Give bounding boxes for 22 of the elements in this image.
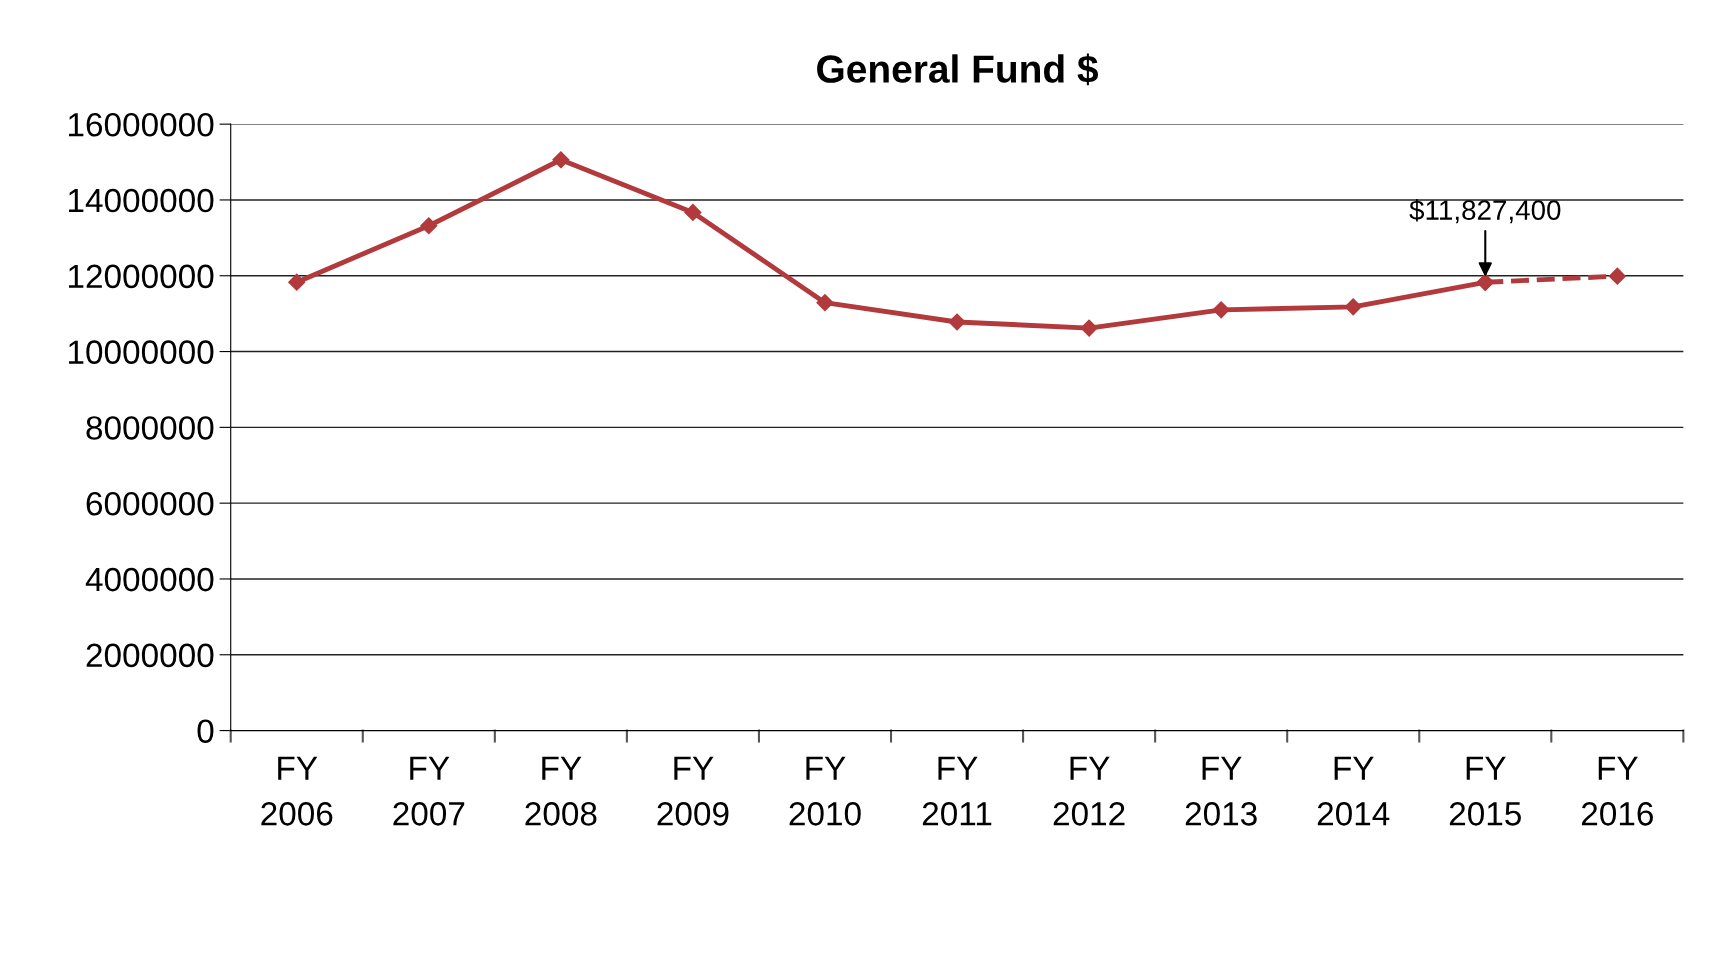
y-tick-label: 6000000 bbox=[86, 491, 214, 516]
y-tick-label: 2000000 bbox=[86, 643, 214, 668]
x-tick-label: FY 2007 bbox=[393, 756, 465, 826]
x-tick-label: FY 2009 bbox=[657, 756, 729, 826]
y-tick-label: 16000000 bbox=[68, 112, 214, 137]
x-tick-label: FY 2008 bbox=[525, 756, 597, 826]
x-tick-label: FY 2010 bbox=[789, 756, 861, 826]
x-tick-label: FY 2012 bbox=[1053, 756, 1125, 826]
chart-title: General Fund $ bbox=[817, 53, 1099, 86]
x-tick-label: FY 2013 bbox=[1185, 756, 1257, 826]
x-tick-label: FY 2011 bbox=[922, 756, 992, 826]
annotation: $11,827,400 bbox=[1409, 199, 1561, 224]
y-tick-label: 12000000 bbox=[68, 264, 214, 289]
y-tick-label: 10000000 bbox=[68, 340, 214, 364]
y-tick-label: 0 bbox=[197, 719, 214, 743]
y-tick-label: 4000000 bbox=[85, 567, 214, 592]
x-tick-label: FY 2006 bbox=[261, 756, 333, 826]
y-tick-label: 8000000 bbox=[86, 416, 214, 440]
y-tick-label: 14000000 bbox=[68, 188, 214, 213]
x-tick-label: FY 2015 bbox=[1449, 756, 1521, 826]
x-tick-label: FY 2016 bbox=[1581, 756, 1653, 826]
x-tick-label: FY 2014 bbox=[1317, 756, 1390, 826]
